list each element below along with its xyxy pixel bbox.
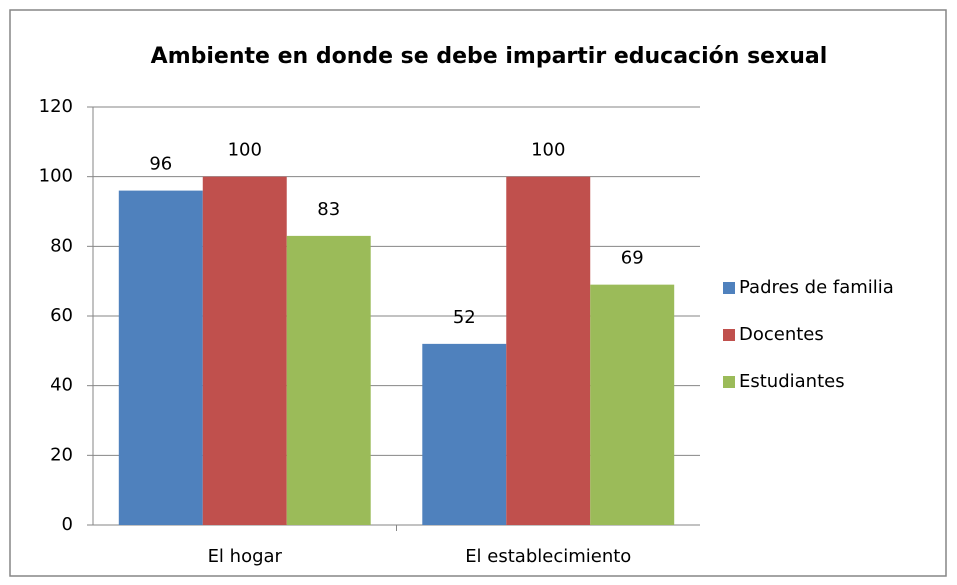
data-label: 100 — [531, 140, 565, 161]
data-label: 83 — [317, 199, 340, 220]
y-tick-label: 80 — [50, 235, 73, 256]
bar — [286, 235, 371, 525]
y-tick-label: 0 — [62, 514, 73, 535]
legend-label: Docentes — [739, 324, 824, 345]
x-tick-label: El establecimiento — [465, 546, 631, 567]
legend-label: Estudiantes — [739, 371, 845, 392]
bar — [590, 284, 675, 525]
chart-title: Ambiente en donde se debe impartir educa… — [151, 44, 828, 69]
legend-label: Padres de familia — [739, 277, 894, 298]
data-label: 52 — [453, 307, 476, 328]
bar — [506, 176, 591, 525]
data-label: 100 — [228, 140, 262, 161]
bar — [118, 190, 203, 525]
y-tick-label: 100 — [39, 166, 73, 187]
y-tick-label: 20 — [50, 444, 73, 465]
y-tick-label: 40 — [50, 375, 73, 396]
y-tick-label: 120 — [39, 96, 73, 117]
x-tick-label: El hogar — [208, 546, 283, 567]
bar — [202, 176, 287, 525]
data-label: 69 — [621, 248, 644, 269]
bar — [422, 343, 507, 525]
y-tick-label: 60 — [50, 305, 73, 326]
data-label: 96 — [149, 154, 172, 175]
legend-swatch — [723, 376, 735, 388]
legend-swatch — [723, 282, 735, 294]
legend-swatch — [723, 329, 735, 341]
